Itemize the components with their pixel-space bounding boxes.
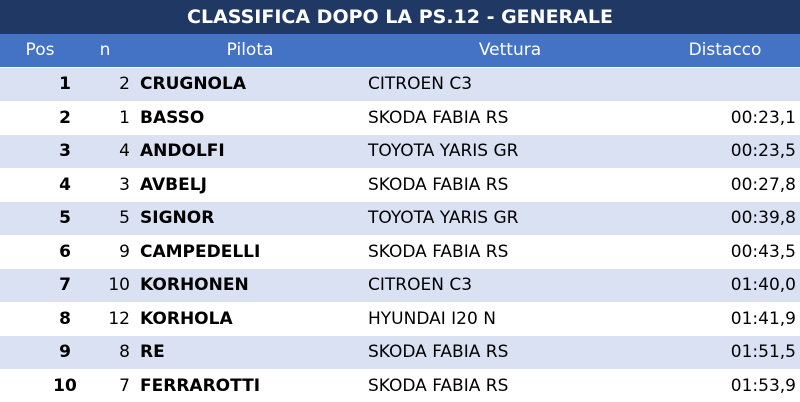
car-cell: SKODA FABIA RS — [368, 342, 509, 362]
table-row: 8 12 KORHOLA HYUNDAI I20 N 01:41,9 — [0, 301, 800, 336]
number-cell: 9 — [119, 241, 130, 262]
gap-cell: 01:51,5 — [730, 342, 796, 362]
driver-cell: FERRAROTTI — [140, 375, 261, 396]
position-cell: 1 — [59, 74, 71, 94]
gap-cell: 00:23,1 — [730, 107, 796, 128]
car-cell: CITROEN C3 — [368, 74, 473, 94]
table-row: 4 3 AVBELJ SKODA FABIA RS 00:27,8 — [0, 167, 800, 202]
table-row: 9 8 RE SKODA FABIA RS 01:51,5 — [0, 335, 800, 369]
number-cell: 10 — [108, 275, 130, 295]
number-cell: 7 — [119, 375, 130, 396]
header-cell: n — [99, 40, 111, 60]
car-cell: TOYOTA YARIS GR — [368, 208, 519, 228]
number-cell: 3 — [119, 174, 130, 195]
table-row: 5 5 SIGNOR TOYOTA YARIS GR 00:39,8 — [0, 201, 800, 235]
car-cell: TOYOTA YARIS GR — [368, 141, 519, 161]
position-cell: 5 — [59, 208, 71, 228]
car-cell: SKODA FABIA RS — [368, 241, 509, 262]
car-cell: SKODA FABIA RS — [368, 107, 509, 128]
driver-cell: CRUGNOLA — [140, 74, 246, 94]
position-cell: 3 — [59, 141, 71, 161]
car-cell: SKODA FABIA RS — [368, 174, 509, 195]
table-row: 6 9 CAMPEDELLI SKODA FABIA RS 00:43,5 — [0, 234, 800, 269]
header-cell: Vettura — [478, 40, 542, 60]
header-cell: Pilota — [226, 40, 274, 60]
table-row: 2 1 BASSO SKODA FABIA RS 00:23,1 — [0, 100, 800, 135]
driver-cell: CAMPEDELLI — [140, 241, 261, 262]
table-row: 3 4 ANDOLFI TOYOTA YARIS GR 00:23,5 — [0, 134, 800, 168]
position-cell: 8 — [59, 308, 71, 329]
number-cell: 4 — [119, 141, 130, 161]
header-cell: Pos — [25, 40, 55, 60]
driver-cell: KORHOLA — [140, 308, 233, 329]
header-row: Pos n Pilota Vettura Distacco — [0, 34, 800, 67]
driver-cell: SIGNOR — [140, 208, 215, 228]
table-row: 1 2 CRUGNOLA CITROEN C3 — [0, 67, 800, 101]
gap-cell: 00:43,5 — [730, 241, 796, 262]
table-row: 7 10 KORHONEN CITROEN C3 01:40,0 — [0, 268, 800, 302]
driver-cell: ANDOLFI — [140, 141, 225, 161]
number-cell: 2 — [119, 74, 130, 94]
driver-cell: RE — [140, 342, 165, 362]
position-cell: 10 — [53, 375, 77, 396]
car-cell: CITROEN C3 — [368, 275, 473, 295]
driver-cell: AVBELJ — [140, 174, 207, 195]
number-cell: 1 — [119, 107, 130, 128]
table-title: CLASSIFICA DOPO LA PS.12 - GENERALE — [0, 0, 800, 34]
gap-cell: 01:40,0 — [730, 275, 796, 295]
gap-cell: 01:53,9 — [730, 375, 796, 396]
position-cell: 7 — [59, 275, 71, 295]
header-cell: Distacco — [688, 40, 762, 60]
car-cell: SKODA FABIA RS — [368, 375, 509, 396]
number-cell: 8 — [119, 342, 130, 362]
table-row: 10 7 FERRAROTTI SKODA FABIA RS 01:53,9 — [0, 368, 800, 402]
gap-cell: 00:23,5 — [730, 141, 796, 161]
gap-cell: 00:27,8 — [730, 174, 796, 195]
driver-cell: BASSO — [140, 107, 205, 128]
gap-cell: 00:39,8 — [730, 208, 796, 228]
position-cell: 4 — [59, 174, 71, 195]
number-cell: 12 — [108, 308, 130, 329]
position-cell: 9 — [59, 342, 71, 362]
position-cell: 6 — [59, 241, 71, 262]
car-cell: HYUNDAI I20 N — [368, 308, 496, 329]
gap-cell: 01:41,9 — [730, 308, 796, 329]
position-cell: 2 — [59, 107, 71, 128]
driver-cell: KORHONEN — [140, 275, 249, 295]
number-cell: 5 — [119, 208, 130, 228]
